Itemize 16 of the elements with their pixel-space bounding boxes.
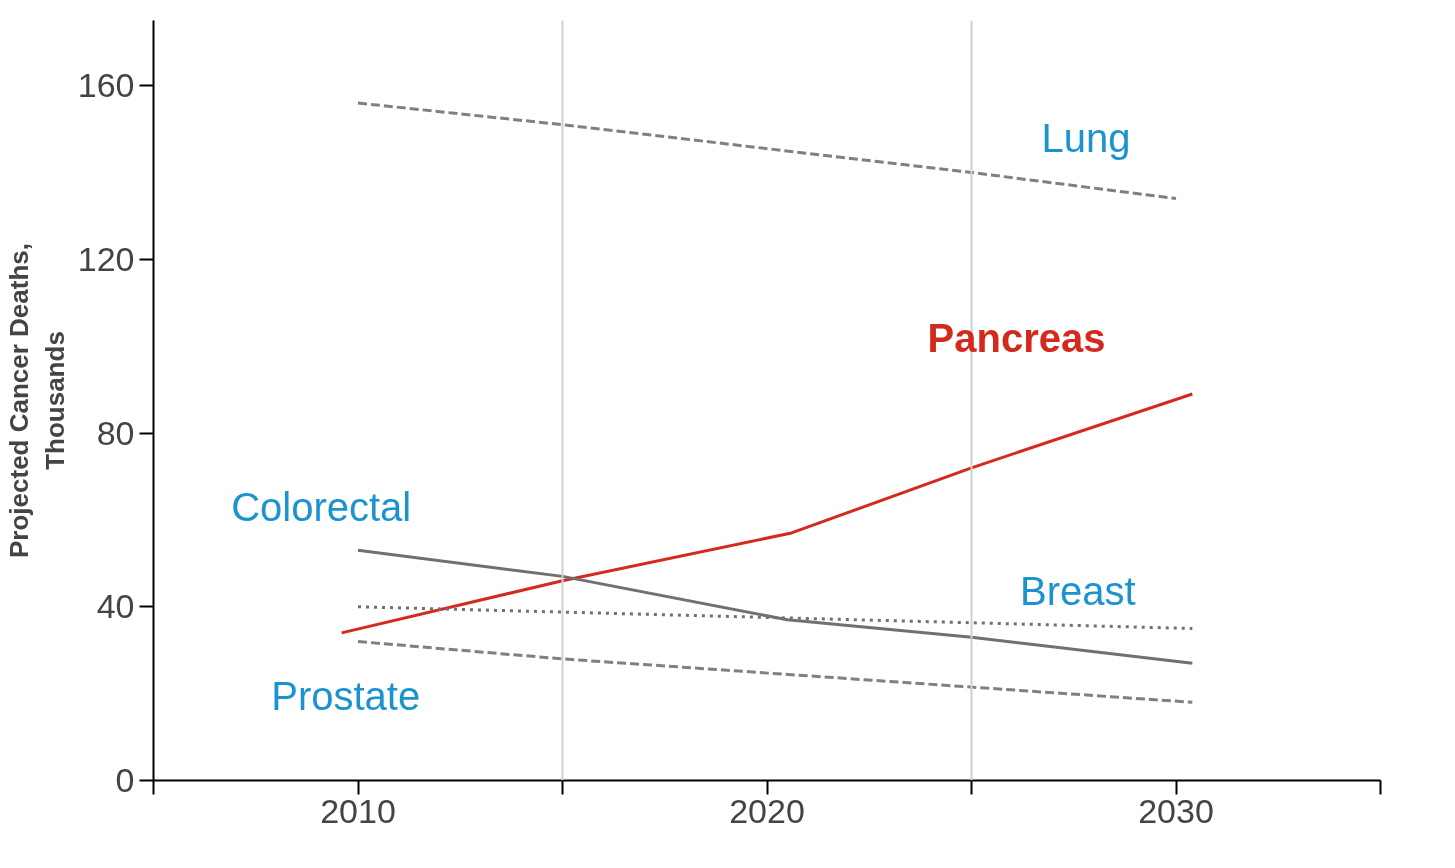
series-label: Lung: [1041, 115, 1131, 160]
line-series: [356, 548, 1194, 665]
x-tick-label: 2010: [320, 791, 396, 830]
series-label: Breast: [1020, 568, 1136, 613]
y-tick-label: 80: [96, 413, 135, 452]
y-tick-label: 160: [77, 66, 135, 105]
series-label: Prostate: [271, 674, 421, 719]
x-tick-label: 2030: [1138, 791, 1214, 830]
y-tick-label: 120: [77, 239, 135, 278]
line-series: [356, 101, 1178, 201]
x-tick-label: 2020: [729, 791, 805, 830]
series-label: Pancreas: [927, 315, 1106, 360]
y-tick-label: 0: [115, 761, 135, 799]
y-tick-label: 40: [96, 587, 135, 626]
y-axis-title: Projected Cancer Deaths, Thousands: [3, 242, 70, 558]
series-label: Colorectal: [231, 484, 412, 529]
